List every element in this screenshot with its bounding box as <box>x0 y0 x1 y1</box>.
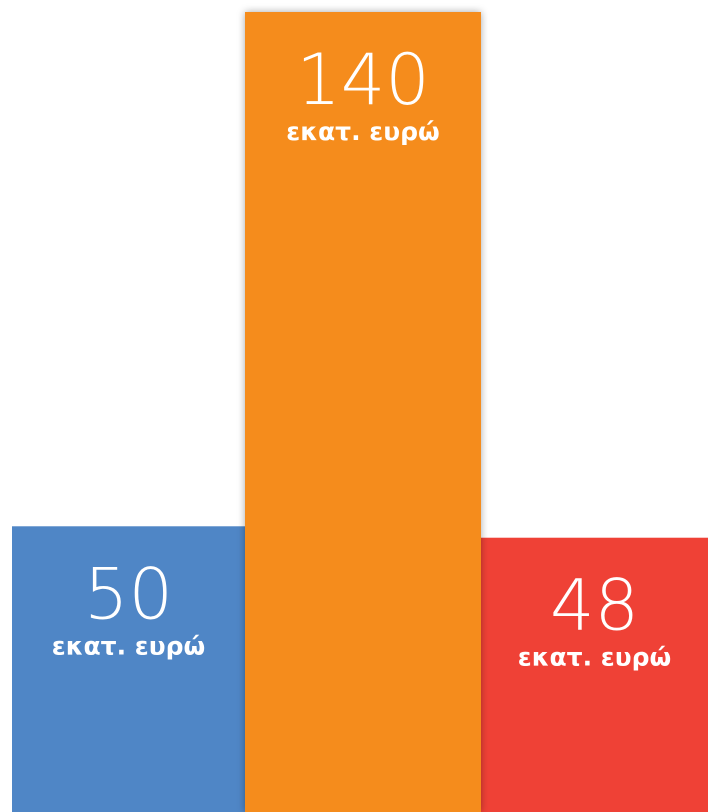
unit-label: εκατ. ευρώ <box>518 643 671 672</box>
unit-label: εκατ. ευρώ <box>52 631 205 660</box>
bar <box>481 537 708 812</box>
unit-label: εκατ. ευρώ <box>286 117 439 146</box>
bar <box>245 12 481 812</box>
value-label: 48 <box>550 565 639 647</box>
value-label: 140 <box>296 39 430 121</box>
value-label: 50 <box>84 553 173 635</box>
bar <box>12 526 245 812</box>
